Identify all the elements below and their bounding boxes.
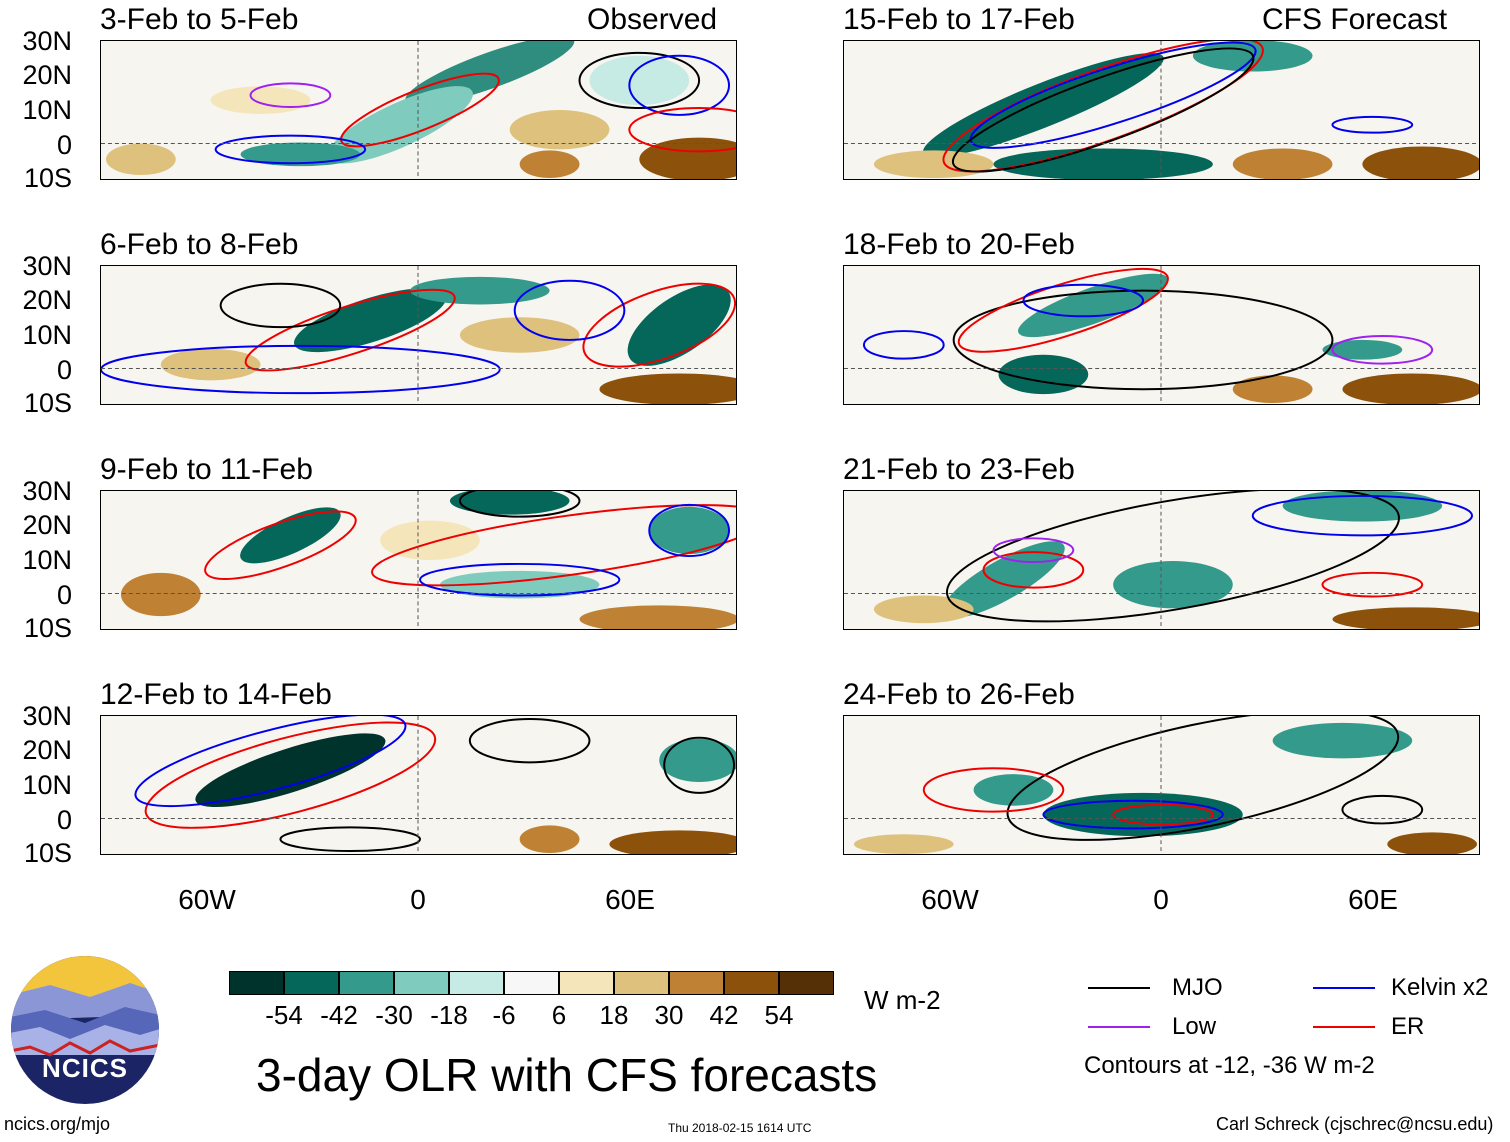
panel-title-1: 3-Feb to 5-Feb — [100, 3, 299, 36]
panel-title-6: 18-Feb to 20-Feb — [843, 228, 1075, 261]
footer-credit: Carl Schreck (cjschrec@ncsu.edu) — [1216, 1114, 1494, 1134]
colorbar-label: 54 — [764, 1000, 794, 1030]
colorbar-box-11 — [779, 971, 834, 995]
main-title: 3-day OLR with CFS forecasts — [256, 1049, 878, 1101]
panel-title-3: 9-Feb to 11-Feb — [100, 453, 313, 486]
map-panel-8 — [843, 715, 1480, 855]
panel-title-8: 24-Feb to 26-Feb — [843, 678, 1075, 711]
colorbar-label: -18 — [430, 1000, 468, 1030]
colorbar-units: W m-2 — [864, 985, 941, 1015]
map-panel-3 — [100, 490, 737, 630]
map-panel-5 — [843, 40, 1480, 180]
colorbar-box-3 — [339, 971, 394, 995]
legend-label-low: Low — [1172, 1013, 1217, 1040]
colorbar-box-2 — [284, 971, 339, 995]
legend-label-kelvin: Kelvin x2 — [1391, 974, 1489, 1001]
colorbar-box-7 — [559, 971, 614, 995]
colorbar-label: 30 — [654, 1000, 684, 1030]
panel-title-7: 21-Feb to 23-Feb — [843, 453, 1075, 486]
colorbar-box-1 — [229, 971, 284, 995]
legend-note: Contours at -12, -36 W m-2 — [1084, 1052, 1375, 1079]
legend-line-low — [1088, 1026, 1150, 1028]
colorbar-box-10 — [724, 971, 779, 995]
ncics-logo: NCICS — [10, 955, 160, 1105]
panel-title-4: 12-Feb to 14-Feb — [100, 678, 332, 711]
panel-title-5: 15-Feb to 17-Feb — [843, 3, 1075, 36]
panel-title-2: 6-Feb to 8-Feb — [100, 228, 299, 261]
colorbar-label: 42 — [709, 1000, 739, 1030]
map-panel-2 — [100, 265, 737, 405]
colorbar-label: -42 — [320, 1000, 358, 1030]
legend-line-mjo — [1088, 987, 1150, 989]
colorbar-box-6 — [504, 971, 559, 995]
colorbar-box-9 — [669, 971, 724, 995]
colorbar-label: -6 — [492, 1000, 516, 1030]
map-panel-4 — [100, 715, 737, 855]
map-panel-6 — [843, 265, 1480, 405]
colorbar-label: -54 — [265, 1000, 303, 1030]
colorbar-box-5 — [449, 971, 504, 995]
colorbar-box-4 — [394, 971, 449, 995]
panel-tag-observed: Observed — [587, 3, 718, 36]
map-panel-1 — [100, 40, 737, 180]
legend-line-kelvin — [1313, 987, 1375, 989]
legend-label-er: ER — [1391, 1013, 1425, 1040]
panel-tag-cfs-forecast: CFS Forecast — [1262, 3, 1448, 36]
logo-text: NCICS — [42, 1053, 128, 1083]
colorbar-label: 18 — [599, 1000, 629, 1030]
map-panel-7 — [843, 490, 1480, 630]
legend-line-er — [1313, 1026, 1375, 1028]
colorbar-label: -30 — [375, 1000, 413, 1030]
footer-url[interactable]: ncics.org/mjo — [4, 1114, 111, 1134]
footer-timestamp: Thu 2018-02-15 1614 UTC — [668, 1121, 812, 1135]
legend-label-mjo: MJO — [1172, 974, 1223, 1001]
colorbar-box-8 — [614, 971, 669, 995]
colorbar-label: 6 — [551, 1000, 567, 1030]
